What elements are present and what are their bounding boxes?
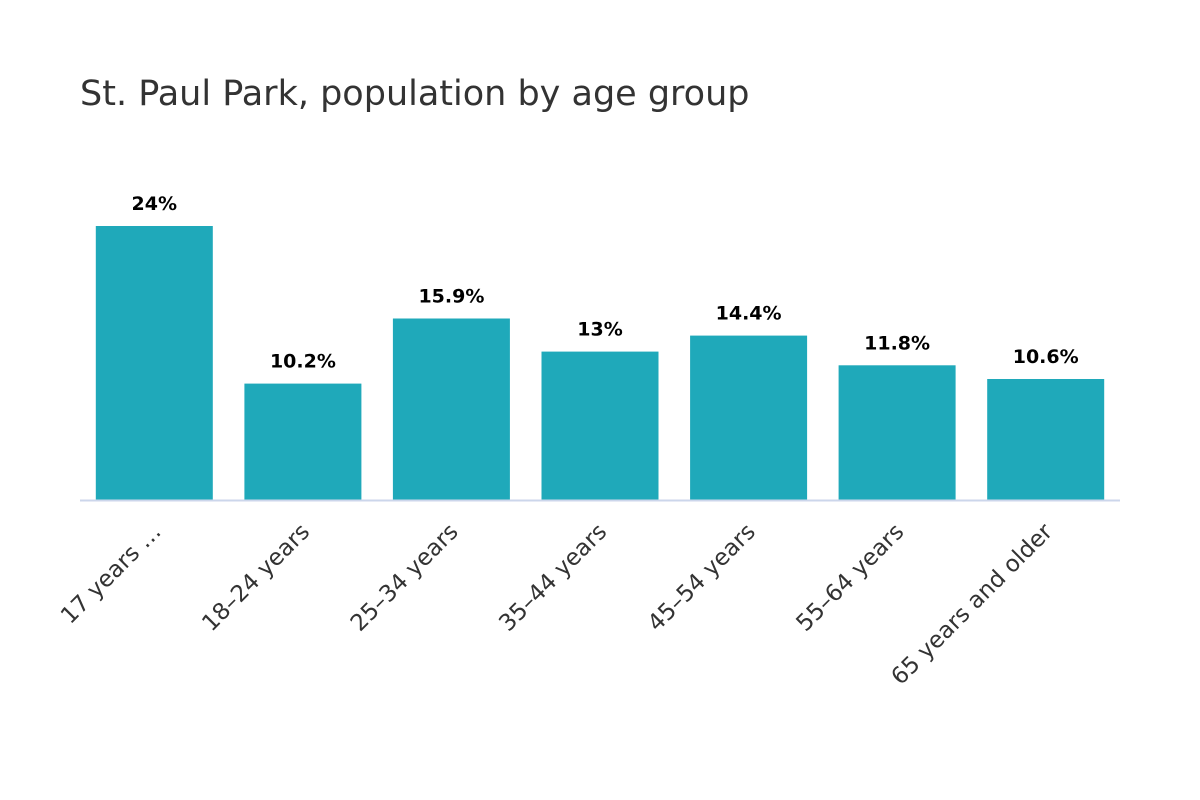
bars-group bbox=[95, 226, 1105, 501]
x-tick-label-5: 45–54 years bbox=[643, 519, 761, 637]
x-tick-labels-group: 17 years … 18–24 years 25–34 years 35–44 ye… bbox=[56, 518, 1058, 690]
data-label-7: 10.6% bbox=[1013, 346, 1079, 368]
data-label-4: 13% bbox=[577, 319, 622, 341]
x-tick-label-1: 17 years … bbox=[56, 519, 166, 629]
data-label-2: 10.2% bbox=[270, 351, 336, 373]
bar-3 bbox=[392, 318, 510, 500]
bar-4 bbox=[541, 351, 659, 500]
x-tick-label-3: 25–34 years bbox=[346, 519, 464, 637]
bar-1 bbox=[95, 226, 213, 500]
bar-7 bbox=[987, 379, 1105, 500]
x-tick-label-4: 35–44 years bbox=[494, 519, 612, 637]
bar-2 bbox=[244, 383, 362, 501]
chart-title: St. Paul Park, population by age group bbox=[80, 74, 750, 114]
bar-5 bbox=[690, 335, 808, 500]
data-label-5: 14.4% bbox=[716, 303, 782, 325]
x-tick-label-2: 18–24 years bbox=[197, 519, 315, 637]
data-label-6: 11.8% bbox=[864, 332, 930, 354]
x-tick-label-7: 65 years and older bbox=[887, 518, 1059, 690]
data-label-3: 15.9% bbox=[418, 286, 484, 308]
data-label-1: 24% bbox=[132, 193, 177, 215]
bar-6 bbox=[838, 365, 956, 500]
data-labels-group: 24% 10.2% 15.9% 13% 14.4% 11.8% 10.6% bbox=[132, 193, 1079, 373]
x-tick-label-6: 55–64 years bbox=[792, 519, 910, 637]
